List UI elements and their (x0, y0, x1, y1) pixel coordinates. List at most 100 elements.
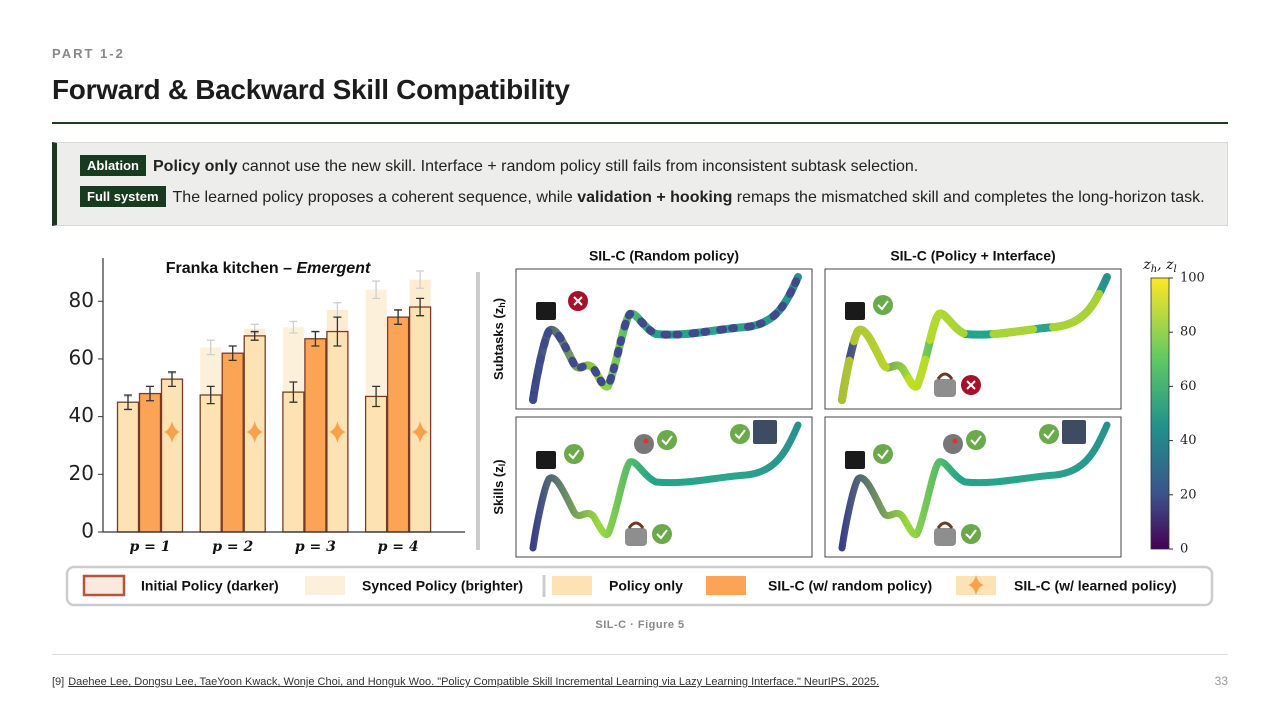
row-label-text: Subtasks (z (491, 307, 506, 380)
object-icon (936, 521, 954, 529)
x-tick-label: p = 4 (378, 539, 419, 555)
error-bar (416, 270, 425, 289)
error-bar (146, 385, 154, 402)
colorbar-label-text: , z (1157, 257, 1174, 273)
footnote-marker: [9] (52, 676, 65, 688)
object-icon (634, 434, 654, 454)
star-marker (163, 421, 181, 443)
trajectory-panel (824, 416, 1122, 558)
initial-bar (408, 306, 432, 533)
initial-bar (304, 338, 327, 533)
initial-bar (386, 316, 410, 533)
object-icon (536, 302, 556, 320)
icon-glyph (970, 435, 982, 446)
error-bar (228, 345, 237, 362)
y-tick-label: 80 (69, 288, 94, 312)
page-number: 33 (1214, 674, 1228, 688)
star-marker (329, 421, 346, 443)
colorbar-label: zh, zl (1142, 257, 1176, 275)
star-marker (246, 421, 263, 443)
trajectory-noise (529, 273, 802, 404)
object-icon (536, 451, 556, 469)
callout-tag: Ablation (80, 155, 146, 176)
callout-tag: Full system (80, 186, 166, 207)
colorbar (1150, 277, 1170, 550)
initial-bar (221, 352, 244, 533)
row-label: Skills (zl) (491, 459, 507, 514)
x-tick-label: p = 2 (212, 539, 253, 555)
colorbar-tick-label: 0 (1180, 542, 1188, 557)
error-bar (206, 339, 215, 356)
object-icon (627, 521, 645, 529)
trajectory-panel (515, 268, 813, 410)
callout-row: Ablation Policy only cannot use the new s… (80, 155, 918, 176)
y-tick-label: 0 (81, 519, 94, 543)
object-icon (936, 372, 954, 380)
row-label-text: Skills (z (491, 466, 506, 515)
y-tick-label: 40 (69, 403, 94, 427)
error-bar (289, 320, 298, 334)
legend-label: Synced Policy (brighter) (362, 578, 523, 594)
check-icon (564, 444, 584, 464)
callout-text: cannot use the new skill. Interface + ra… (237, 158, 919, 175)
initial-bar (364, 395, 388, 533)
initial-bar (282, 391, 305, 533)
error-bar (416, 297, 425, 317)
icon-glyph (734, 429, 746, 440)
panel-title: SIL-C (Policy + Interface) (890, 248, 1055, 264)
error-bar (311, 330, 320, 347)
trajectory-noise (838, 273, 1111, 404)
callout-text: Policy only (153, 158, 238, 175)
icon-glyph (1043, 429, 1055, 440)
object-icon (845, 451, 865, 469)
trajectory (838, 421, 1111, 552)
legend-label: Initial Policy (darker) (141, 578, 279, 594)
figure: Franka kitchen – Emergent 0 20 40 60 80 p = 1 p… (65, 248, 1214, 607)
footer-rule (52, 654, 1228, 655)
star-marker (968, 575, 984, 595)
check-icon (873, 444, 893, 464)
object-icon (934, 379, 956, 397)
icon-glyph (877, 300, 889, 311)
error-bar (250, 330, 259, 341)
legend-swatch (82, 574, 126, 597)
row-label-text: ) (491, 298, 506, 302)
error-bar (333, 316, 342, 347)
object-icon (753, 420, 777, 444)
object-icon (625, 528, 647, 546)
colorbar-tick-label: 40 (1180, 433, 1197, 448)
icon-glyph (966, 380, 976, 390)
colorbar-tick-label: 20 (1180, 487, 1197, 502)
object-icon (845, 302, 865, 320)
callout-text: remaps the mismatched skill and complete… (732, 189, 1205, 206)
legend-swatch (706, 576, 746, 595)
check-icon (1039, 424, 1059, 444)
icon-glyph (965, 529, 977, 540)
title-rule (52, 122, 1228, 124)
object-icon (934, 528, 956, 546)
colorbar-label-text: z (1142, 257, 1151, 273)
callout: Ablation Policy only cannot use the new s… (52, 142, 1228, 226)
object-icon (943, 434, 963, 454)
trajectory-panel (515, 416, 813, 558)
star-marker (411, 421, 429, 443)
chart-title-main: Franka kitchen – (166, 260, 292, 277)
colorbar-label-sub: h (1151, 264, 1157, 275)
icon-glyph (661, 435, 673, 446)
icon-glyph (568, 449, 580, 460)
y-tick-label: 20 (69, 461, 94, 485)
row-label-text: ) (491, 459, 506, 463)
legend-label: SIL-C (w/ learned policy) (1014, 578, 1177, 594)
object-icon (952, 438, 958, 444)
trajectory (529, 421, 802, 552)
chart-title-emphasis: Emergent (296, 260, 370, 277)
trajectory-panel (824, 268, 1122, 410)
row-label-sub: h (497, 302, 507, 308)
legend-box (65, 565, 1214, 607)
check-icon (652, 524, 672, 544)
icon-glyph (656, 529, 668, 540)
chart-title: Franka kitchen – Emergent (166, 260, 371, 277)
footnote-link[interactable]: Daehee Lee, Dongsu Lee, TaeYoon Kwack, W… (68, 676, 880, 688)
